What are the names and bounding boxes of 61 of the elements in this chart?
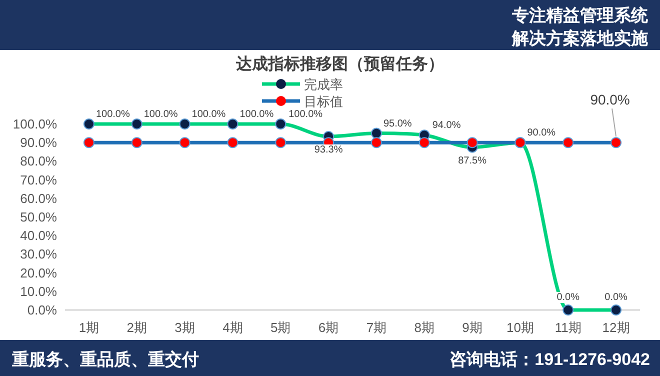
point [610, 137, 622, 148]
y-tick-label: 70.0% [20, 172, 58, 188]
data-label: 90.0% [527, 128, 556, 139]
data-label: 95.0% [383, 118, 412, 130]
point [466, 137, 478, 148]
point [227, 118, 238, 130]
y-tick-label: 100.0% [12, 116, 58, 132]
data-label: 100.0% [144, 109, 178, 120]
data-label: 100.0% [192, 109, 226, 120]
point [83, 137, 94, 148]
y-tick-label: 90.0% [20, 135, 58, 150]
data-label: 100.0% [240, 109, 274, 120]
x-tick-label: 5期 [270, 320, 291, 335]
x-tick-label: 1期 [78, 320, 100, 335]
data-label: 100.0% [96, 109, 130, 120]
x-tick-label: 9期 [462, 320, 482, 335]
x-tick-label: 2期 [126, 320, 147, 335]
point [418, 137, 430, 148]
x-tick-label: 7期 [366, 320, 387, 335]
y-tick-label: 60.0% [20, 190, 58, 206]
y-tick-label: 30.0% [20, 246, 58, 262]
point [179, 118, 190, 130]
text: 专注精益管理系统 [511, 6, 649, 25]
point [275, 137, 286, 148]
point [562, 304, 574, 316]
data-label: 94.0% [432, 120, 461, 132]
x-tick-label: 4期 [222, 320, 243, 335]
text: 咨询电话：191-1276-9042 [450, 350, 650, 369]
point [227, 137, 238, 148]
point [370, 128, 382, 139]
x-tick-label: 12期 [602, 320, 630, 335]
legend-label: 完成率 [304, 77, 343, 92]
y-tick-label: 80.0% [20, 154, 58, 169]
y-tick-label: 0.0% [27, 302, 58, 318]
y-tick-label: 50.0% [20, 210, 58, 224]
point [370, 137, 382, 148]
text: 解决方案落地实施 [511, 28, 649, 48]
point [610, 304, 622, 316]
point [275, 118, 286, 130]
data-label: 93.3% [314, 144, 343, 156]
y-tick-label: 10.0% [20, 284, 58, 299]
x-tick-label: 10期 [506, 320, 534, 335]
point [131, 118, 142, 130]
data-label: 87.5% [458, 155, 487, 166]
data-label: 100.0% [288, 109, 323, 120]
x-tick-label: 11期 [554, 320, 582, 335]
point [83, 118, 94, 130]
data-label: 0.0% [556, 292, 580, 303]
point [562, 137, 574, 148]
text: 重服务、重品质、重交付 [11, 350, 199, 369]
point [131, 137, 142, 148]
point [179, 137, 190, 148]
y-tick-label: 40.0% [20, 228, 58, 244]
y-tick-label: 20.0% [20, 265, 58, 280]
x-tick-label: 6期 [318, 320, 339, 335]
data-label: 90.0% [590, 92, 630, 108]
chart-title: 达成指标推移图（预留任务） [235, 55, 444, 73]
x-tick-label: 3期 [174, 320, 195, 335]
x-tick-label: 8期 [414, 320, 434, 335]
legend-label: 目标值 [304, 94, 343, 109]
data-label: 0.0% [604, 292, 628, 303]
